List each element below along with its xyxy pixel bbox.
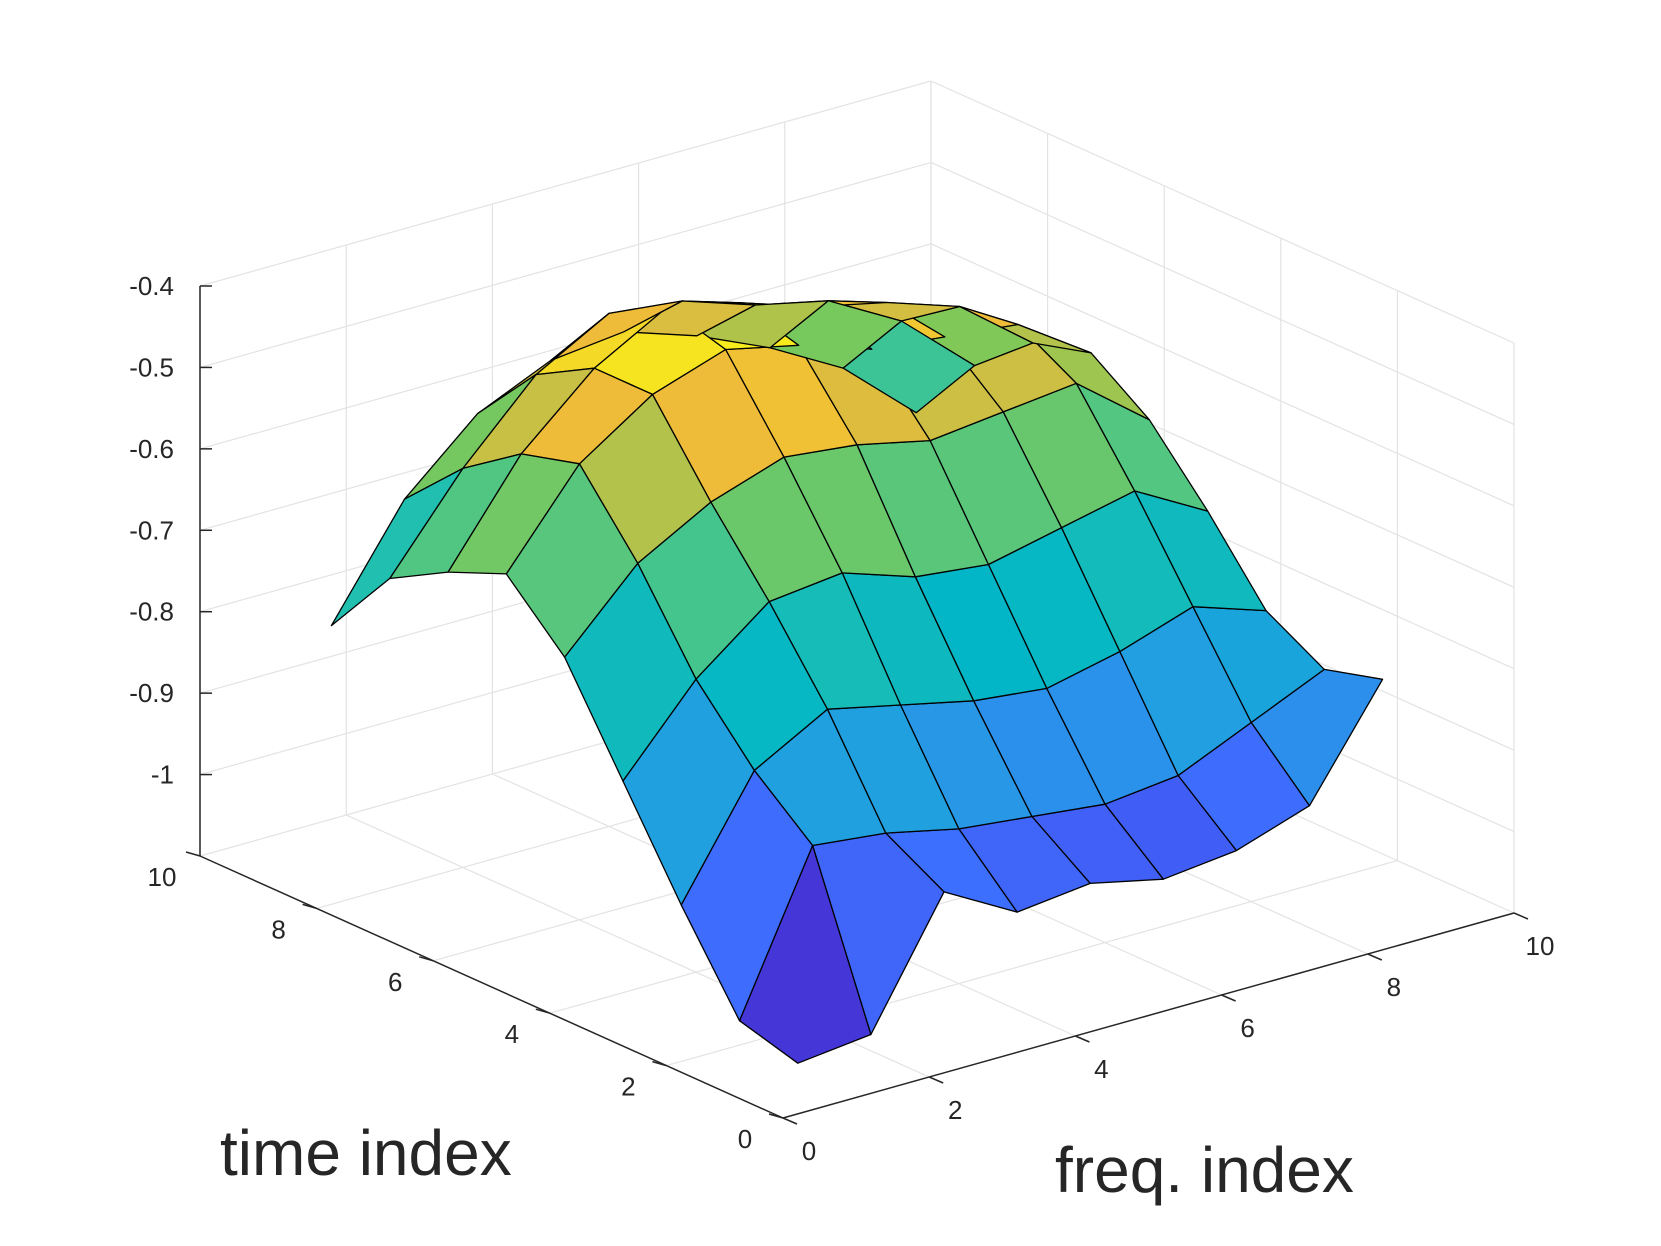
grid-line [199, 80, 932, 287]
time-tick [652, 1060, 667, 1067]
freq-tick [1221, 994, 1236, 1002]
surface-layer [330, 300, 1384, 1064]
freq-tick-label: 0 [802, 1136, 816, 1166]
time-tick-label: 10 [148, 862, 177, 892]
time-tick [535, 1008, 551, 1014]
freq-tick [1075, 1035, 1090, 1043]
surface-patch [330, 467, 464, 627]
time-tick [418, 956, 434, 962]
grid-line [199, 161, 932, 369]
freq-tick-label: 8 [1387, 972, 1401, 1002]
freq-tick-label: 4 [1094, 1054, 1108, 1084]
time-tick-label: 8 [271, 914, 285, 944]
grid-line [199, 243, 932, 450]
time-axis-label: time index [220, 1117, 512, 1189]
freq-tick-label: 6 [1240, 1013, 1254, 1043]
value-tick-label: -0.8 [129, 597, 174, 627]
time-tick-label: 6 [388, 967, 402, 997]
freq-tick-label: 2 [948, 1095, 962, 1125]
value-tick-label: -1 [151, 760, 174, 790]
value-tick-label: -0.6 [129, 434, 174, 464]
time-tick-label: 2 [621, 1072, 635, 1102]
freq-axis-label: freq. index [1055, 1134, 1354, 1206]
grid-line [930, 243, 1515, 507]
value-tick-label: -0.4 [129, 271, 174, 301]
freq-tick [928, 1076, 944, 1084]
value-tick-label: -0.9 [129, 678, 174, 708]
freq-tick-label: 10 [1526, 931, 1555, 961]
time-axis-line [199, 855, 784, 1119]
time-tick-label: 4 [505, 1019, 519, 1049]
value-tick-label: -0.7 [129, 515, 174, 545]
tick-label-layer: 0 2 4 6 8 10 0 2 4 6 8 10 -0.4 -0.5 -0.6 -0.7 -0.8 -0.9 -1 [129, 271, 1554, 1166]
freq-tick [1513, 912, 1529, 920]
time-tick [302, 903, 317, 910]
freq-axis-line [782, 912, 1515, 1119]
grid-line [930, 161, 1515, 425]
time-tick-label: 0 [738, 1124, 752, 1154]
freq-tick [782, 1117, 798, 1125]
axes-layer [185, 285, 1529, 1125]
freq-tick [1367, 953, 1383, 961]
time-tick [185, 851, 201, 857]
value-tick-label: -0.5 [129, 352, 174, 382]
time-tick [768, 1113, 784, 1119]
grid-line [930, 80, 1515, 344]
